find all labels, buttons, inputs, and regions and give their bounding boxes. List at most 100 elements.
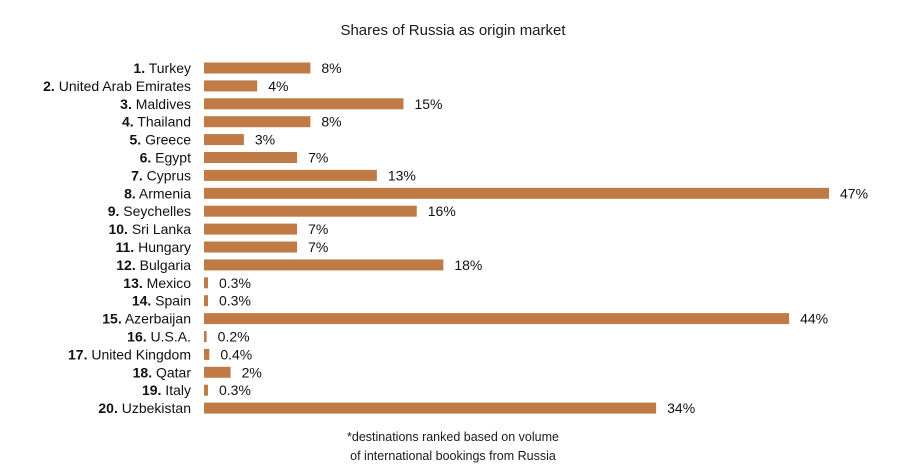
category-rank: 16. [127, 329, 146, 345]
category-rank: 1. [133, 60, 145, 76]
chart-title: Shares of Russia as origin market [340, 22, 566, 39]
category-label: 7. Cyprus [131, 167, 191, 183]
category-name: U.S.A. [147, 329, 191, 345]
category-name: United Kingdom [87, 346, 191, 362]
category-label: 19. Italy [142, 382, 191, 398]
bar [204, 277, 208, 289]
bar [204, 331, 207, 342]
data-label: 13% [388, 167, 416, 183]
bar [204, 259, 444, 271]
data-label: 4% [268, 78, 288, 94]
category-label: 11. Hungary [115, 239, 191, 255]
category-labels: 1. Turkey 2. United Arab Emirates 3. Maldi… [43, 60, 191, 416]
category-name: Turkey [145, 60, 191, 76]
category-name: Azerbaijan [122, 311, 191, 327]
category-rank: 2. [43, 78, 55, 94]
data-label: 16% [428, 203, 456, 219]
bar [204, 205, 417, 217]
category-label: 12. Bulgaria [116, 257, 191, 273]
category-rank: 15. [102, 311, 121, 327]
bar [204, 116, 311, 128]
category-rank: 18. [133, 364, 152, 380]
data-label: 7% [308, 221, 328, 237]
category-rank: 19. [142, 382, 161, 398]
value-labels: 8% 4% 15% 8% 3% 7% 13% 47% 16% 7% 7% 18% 0.3% 0.3% 44%… [218, 60, 868, 416]
category-label: 3. Maldives [120, 96, 191, 112]
category-name: Egypt [151, 150, 191, 166]
data-label: 3% [255, 132, 275, 148]
bar [204, 366, 231, 378]
bar [204, 98, 404, 110]
category-label: 8. Armenia [124, 185, 191, 201]
category-label: 20. Uzbekistan [98, 400, 191, 416]
category-rank: 9. [108, 203, 120, 219]
category-label: 10. Sri Lanka [108, 221, 191, 237]
category-name: Qatar [152, 364, 191, 380]
data-label: 34% [667, 400, 695, 416]
data-label: 8% [321, 60, 341, 76]
data-label: 7% [308, 150, 328, 166]
bar [204, 295, 208, 307]
data-label: 8% [321, 114, 341, 130]
category-name: Italy [161, 382, 191, 398]
category-rank: 20. [98, 400, 117, 416]
data-label: 7% [308, 239, 328, 255]
category-rank: 13. [123, 275, 142, 291]
bar [204, 187, 829, 199]
data-label: 2% [242, 364, 262, 380]
category-label: 14. Spain [132, 293, 191, 309]
category-name: Thailand [134, 114, 191, 130]
bar [204, 134, 244, 146]
category-name: Uzbekistan [118, 400, 191, 416]
data-label: 0.2% [218, 329, 250, 345]
category-label: 17. United Kingdom [68, 346, 191, 362]
category-rank: 4. [122, 114, 134, 130]
bar [204, 313, 790, 325]
category-name: United Arab Emirates [55, 78, 191, 94]
category-rank: 5. [130, 132, 142, 148]
bar [204, 80, 258, 92]
bar [204, 62, 311, 74]
category-rank: 7. [131, 167, 143, 183]
category-rank: 6. [140, 150, 152, 166]
category-label: 9. Seychelles [108, 203, 191, 219]
bar [204, 223, 298, 235]
bar [204, 384, 208, 396]
category-label: 5. Greece [130, 132, 192, 148]
category-rank: 10. [108, 221, 127, 237]
data-label: 0.3% [219, 275, 251, 291]
category-rank: 17. [68, 346, 87, 362]
category-name: Maldives [132, 96, 191, 112]
bar [204, 169, 377, 181]
category-name: Mexico [143, 275, 191, 291]
category-label: 15. Azerbaijan [102, 311, 191, 327]
category-label: 16. U.S.A. [127, 329, 191, 345]
bar [204, 241, 298, 253]
category-label: 6. Egypt [140, 150, 191, 166]
category-label: 2. United Arab Emirates [43, 78, 191, 94]
data-label: 44% [800, 311, 828, 327]
category-rank: 8. [124, 185, 136, 201]
category-label: 4. Thailand [122, 114, 191, 130]
bars [204, 62, 829, 414]
category-name: Greece [141, 132, 191, 148]
category-name: Hungary [134, 239, 191, 255]
bar [204, 402, 657, 414]
category-label: 1. Turkey [133, 60, 191, 76]
category-name: Seychelles [119, 203, 191, 219]
category-name: Armenia [136, 185, 191, 201]
category-name: Bulgaria [136, 257, 191, 273]
category-rank: 3. [120, 96, 132, 112]
data-label: 47% [840, 185, 868, 201]
category-label: 18. Qatar [133, 364, 192, 380]
data-label: 18% [454, 257, 482, 273]
category-rank: 11. [115, 239, 134, 255]
category-label: 13. Mexico [123, 275, 191, 291]
bar [204, 348, 210, 360]
footnote-line-1: *destinations ranked based on volume [347, 430, 559, 444]
category-rank: 12. [116, 257, 135, 273]
category-name: Cyprus [143, 167, 191, 183]
footnote-line-2: of international bookings from Russia [350, 449, 556, 463]
category-rank: 14. [132, 293, 151, 309]
